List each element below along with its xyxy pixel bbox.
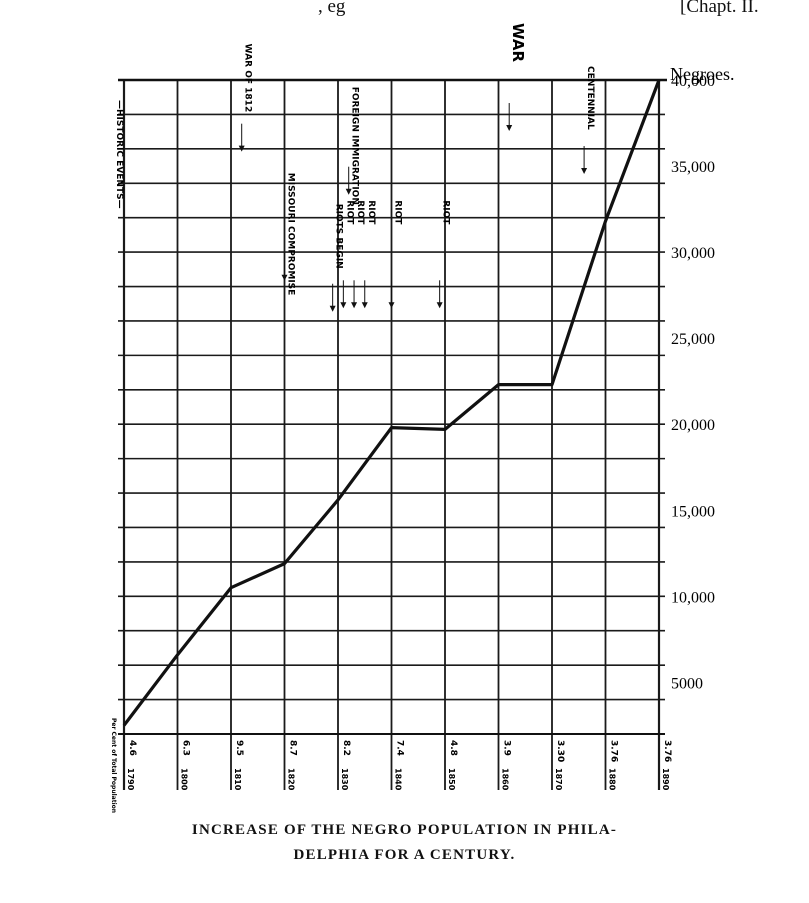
- event-arrow-head: [329, 305, 336, 312]
- event-arrow-head: [581, 168, 588, 175]
- percent-label: 6.3: [181, 740, 191, 756]
- y-axis-title: Negroes.: [670, 64, 734, 84]
- event-label: RIOT: [355, 200, 365, 225]
- y-tick-label: 10,000: [671, 589, 715, 606]
- x-tick-label: 1820: [287, 768, 296, 791]
- y-tick-label: 20,000: [671, 417, 715, 434]
- event-arrow-head: [351, 302, 358, 309]
- x-tick-label: 1880: [608, 768, 617, 791]
- x-tick-label: 1800: [180, 768, 189, 791]
- y-tick-label: 15,000: [671, 503, 715, 520]
- y-tick-label: 40,000: [671, 73, 715, 90]
- percent-label: 4.8: [448, 740, 458, 756]
- caption-line-2: DELPHIA FOR A CENTURY.: [293, 847, 516, 863]
- event-label: WAR: [509, 23, 527, 62]
- event-arrow-head: [340, 302, 347, 309]
- event-arrow-head: [281, 274, 288, 281]
- event-arrow-head: [436, 302, 443, 309]
- x-tick-label: 1870: [554, 768, 563, 791]
- event-arrow-head: [361, 302, 368, 309]
- x-tick-label: 1860: [501, 768, 510, 791]
- percent-caption: Per Cent of Total Population: [110, 718, 117, 813]
- percent-label: 8.7: [288, 740, 298, 756]
- event-arrow-head: [345, 188, 352, 195]
- percent-label: 3.9: [502, 740, 512, 756]
- event-label: RIOT: [344, 200, 354, 225]
- y-tick-label: 30,000: [671, 245, 715, 262]
- event-arrow-head: [388, 302, 395, 309]
- caption-line-1: INCREASE OF THE NEGRO POPULATION IN PHIL…: [191, 822, 618, 838]
- percent-label: 3.76: [609, 740, 619, 762]
- percent-label: 3.76: [662, 740, 672, 762]
- x-tick-label: 1840: [394, 768, 403, 791]
- page-header-mid: , eg: [318, 0, 346, 17]
- y-tick-label: 25,000: [671, 331, 715, 348]
- event-arrow-head: [506, 125, 513, 132]
- percent-label: 7.4: [395, 740, 405, 756]
- event-label: FOREIGN IMMIGRATION: [350, 87, 360, 205]
- percent-label: 3.30: [555, 740, 565, 762]
- left-axis-label: —HISTORIC EVENTS—: [114, 100, 124, 209]
- event-label: RIOTS BEGIN: [334, 204, 344, 269]
- event-label: CENTENNIAL: [585, 66, 595, 130]
- event-label: WAR OF 1812: [243, 44, 253, 113]
- x-tick-label: 1850: [447, 768, 456, 791]
- y-tick-label: 35,000: [671, 159, 715, 176]
- event-label: RIOT: [441, 200, 451, 225]
- percent-label: 9.5: [234, 740, 244, 756]
- x-tick-label: 1790: [126, 768, 135, 791]
- event-arrow-head: [238, 145, 245, 152]
- x-tick-label: 1890: [661, 768, 670, 791]
- y-tick-label: 5000: [671, 675, 703, 692]
- population-line: [122, 79, 661, 727]
- event-label: MISSOURI COMPROMISE: [286, 173, 296, 296]
- page-header-right: [Chapt. II.: [680, 0, 759, 17]
- x-tick-label: 1830: [340, 768, 349, 791]
- event-label: RIOT: [366, 200, 376, 225]
- percent-label: 4.6: [127, 740, 137, 756]
- event-label: RIOT: [393, 200, 403, 225]
- percent-label: 8.2: [341, 740, 351, 756]
- x-tick-label: 1810: [233, 768, 242, 791]
